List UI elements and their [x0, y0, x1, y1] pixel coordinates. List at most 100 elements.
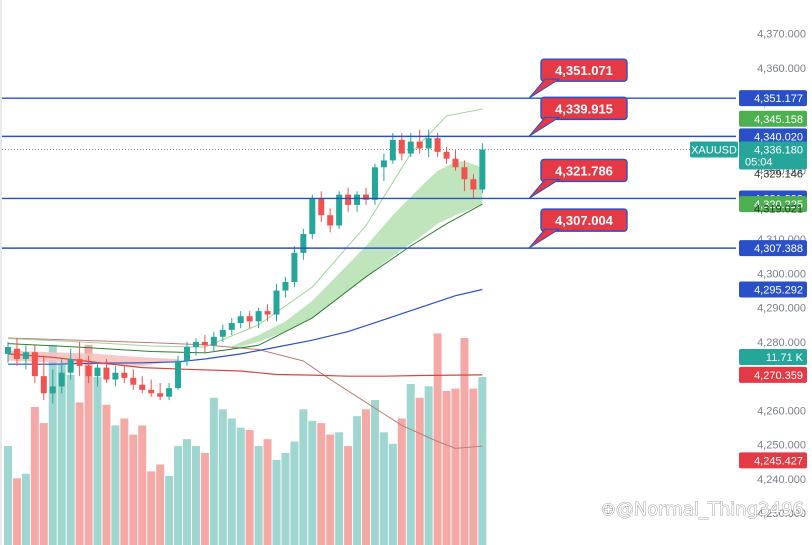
volume-bar	[308, 420, 317, 545]
countdown-label: 05:04	[745, 157, 773, 169]
candle-body	[282, 281, 289, 291]
symbol-tag-bg	[690, 141, 738, 158]
volume-bar	[272, 459, 281, 545]
ma-ribbon-left-fill	[8, 350, 178, 366]
volume-bar	[415, 397, 424, 545]
candle-body	[22, 352, 29, 360]
candle-body	[58, 372, 65, 387]
candle-body	[130, 377, 137, 385]
price-tags: 4,351.1774,340.0204,321.8924,307.3884,34…	[690, 90, 807, 469]
candle-body	[112, 372, 119, 380]
watermark: ⊕@Normal_Thing3496	[601, 499, 804, 520]
callout-box	[540, 158, 628, 183]
price-label: 4,319.021	[754, 203, 803, 215]
last-price-tag: 4,336.180	[754, 145, 803, 157]
volume-bar	[335, 432, 344, 545]
volume-bar	[147, 471, 156, 545]
candle-body	[354, 194, 361, 205]
candle-body	[148, 389, 155, 394]
candle-body	[40, 376, 47, 394]
y-tick-label: 4,290.000	[757, 303, 806, 315]
volume-bar	[218, 409, 227, 545]
volume-ma-line	[7, 337, 483, 449]
volume-bar	[227, 418, 236, 545]
indicator-tag-bg	[739, 366, 807, 383]
level-price-tag-bg	[739, 240, 807, 257]
volume-bars	[4, 333, 487, 545]
volume-bar	[397, 418, 406, 545]
candle-body	[336, 194, 343, 226]
candle-body	[5, 347, 11, 354]
callout-pointer	[528, 178, 561, 199]
candle-body	[228, 323, 235, 330]
candle-body	[85, 365, 92, 377]
indicator-tag-bg	[739, 452, 807, 469]
candle-body	[237, 316, 244, 324]
indicator-tag: 4,345.158	[754, 114, 803, 126]
callout-box	[540, 208, 628, 232]
volume-bar	[30, 407, 39, 545]
volume-bar	[120, 418, 129, 545]
price-label: 4,329.146	[754, 169, 803, 181]
indicator-tag: 4,270.359	[754, 370, 803, 382]
level-price-tag-bg	[739, 90, 807, 107]
volume-bar	[442, 390, 451, 545]
volume-bar	[379, 432, 388, 545]
callout-label: 4,307.004	[555, 213, 614, 228]
volume-bar	[245, 430, 254, 545]
candle-body	[94, 367, 101, 377]
volume-bar	[469, 388, 478, 545]
indicator-tag-bg	[739, 196, 807, 213]
volume-bar	[200, 453, 209, 545]
candle-body	[300, 234, 307, 253]
candle-body	[175, 360, 182, 389]
volume-bar	[362, 409, 370, 545]
candle-body	[363, 194, 369, 200]
indicator-tag: 4,295.292	[754, 285, 803, 297]
volume-bar	[451, 388, 460, 545]
indicator-tag-bg	[739, 110, 807, 127]
volume-bar	[290, 441, 299, 545]
candle-body	[103, 367, 110, 380]
candle-body	[425, 138, 432, 149]
level-price-tag: 4,340.020	[754, 131, 803, 143]
candle-body	[121, 372, 128, 378]
candle-body	[157, 393, 164, 397]
candle-body	[201, 341, 208, 346]
volume-bar	[424, 386, 433, 545]
candle-body	[380, 160, 387, 168]
volume-bar	[165, 476, 174, 545]
candle-body	[210, 336, 217, 346]
candle-body	[246, 316, 253, 322]
callout-pointer	[528, 78, 561, 99]
volume-bar	[191, 446, 200, 545]
candle-body	[479, 149, 486, 190]
volume-bar	[460, 338, 469, 545]
ma-ribbon-fill	[231, 161, 483, 349]
y-tick-label: 4,260.000	[757, 405, 806, 417]
candle-body	[67, 359, 74, 373]
indicator-tag-bg	[739, 281, 807, 298]
volume-bar	[317, 423, 326, 545]
volume-bar	[263, 439, 272, 545]
volume-bar	[299, 409, 308, 545]
volume-bar	[174, 446, 183, 545]
candle-body	[219, 329, 226, 337]
candle-body	[273, 290, 280, 315]
candle-body	[192, 341, 199, 348]
y-tick-label: 4,280.000	[757, 337, 806, 349]
indicator-tag: 4,245.427	[754, 455, 803, 467]
callout-pointer	[528, 116, 561, 137]
candle-body	[139, 384, 146, 390]
y-tick-label: 4,300.000	[757, 268, 806, 280]
candle-body	[13, 348, 20, 360]
level-callouts: 4,351.071 4,339.915 4,321.786 4,307.004	[528, 58, 628, 249]
symbol-tag: XAUUSD	[691, 145, 737, 157]
volume-bar	[93, 377, 102, 545]
candle-body	[184, 347, 190, 361]
horizontal-levels[interactable]	[2, 97, 736, 249]
candlesticks	[5, 129, 486, 404]
volume-bar	[326, 434, 335, 545]
last-price-tag-bg	[739, 141, 807, 170]
